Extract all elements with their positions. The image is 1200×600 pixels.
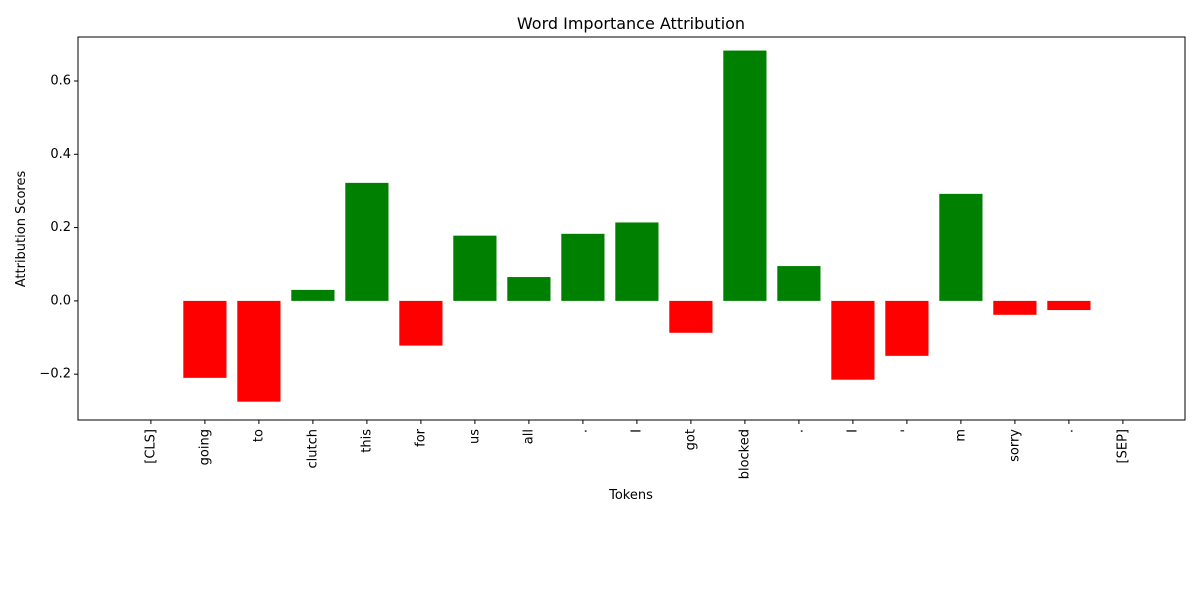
bar-11 bbox=[723, 50, 767, 301]
bar-4 bbox=[345, 182, 389, 301]
x-tick-label-17: . bbox=[1061, 429, 1076, 433]
x-tick-label-10: got bbox=[683, 429, 698, 450]
x-tick-label-5: for bbox=[413, 428, 428, 447]
x-tick-label-3: clutch bbox=[305, 429, 320, 468]
bar-2 bbox=[237, 300, 281, 402]
y-axis-ticks: −0.2 0.0 0.2 0.4 0.6 bbox=[39, 73, 78, 382]
bars-group bbox=[183, 50, 1091, 402]
bar-14 bbox=[885, 300, 929, 356]
y-axis-label: Attribution Scores bbox=[14, 171, 29, 288]
y-tick-label-0: −0.2 bbox=[39, 367, 71, 382]
x-tick-label-9: I bbox=[629, 429, 644, 433]
plot-frame bbox=[77, 36, 1186, 421]
x-tick-label-0: [CLS] bbox=[143, 429, 158, 464]
y-tick-label-3: 0.4 bbox=[50, 147, 71, 162]
bar-16 bbox=[993, 300, 1037, 315]
bar-5 bbox=[399, 300, 443, 346]
bar-1 bbox=[183, 300, 227, 378]
y-tick-label-1: 0.0 bbox=[50, 293, 71, 308]
bar-6 bbox=[453, 235, 497, 301]
x-tick-label-16: sorry bbox=[1007, 429, 1022, 462]
x-axis-label: Tokens bbox=[608, 488, 653, 503]
bar-17 bbox=[1047, 300, 1091, 311]
x-tick-label-15: m bbox=[953, 429, 968, 442]
bar-9 bbox=[615, 222, 659, 301]
chart-title: Word Importance Attribution bbox=[517, 14, 745, 33]
bar-15 bbox=[939, 193, 983, 301]
x-tick-label-4: this bbox=[359, 429, 374, 453]
bar-10 bbox=[669, 300, 713, 333]
bar-3 bbox=[291, 289, 335, 301]
x-tick-label-14: ' bbox=[899, 429, 914, 433]
bar-13 bbox=[831, 300, 875, 380]
x-tick-label-12: . bbox=[791, 429, 806, 433]
x-tick-label-7: all bbox=[521, 429, 536, 444]
bar-7 bbox=[507, 277, 551, 301]
x-tick-label-6: us bbox=[467, 429, 482, 444]
x-tick-label-8: . bbox=[575, 429, 590, 433]
x-tick-label-1: going bbox=[197, 429, 212, 465]
x-tick-label-11: blocked bbox=[737, 429, 752, 479]
x-tick-label-13: I bbox=[845, 429, 860, 433]
y-tick-label-2: 0.2 bbox=[50, 220, 71, 235]
bar-12 bbox=[777, 266, 821, 301]
x-tick-label-18: [SEP] bbox=[1115, 429, 1130, 463]
y-tick-label-4: 0.6 bbox=[50, 73, 71, 88]
bar-8 bbox=[561, 233, 605, 301]
x-tick-label-2: to bbox=[251, 429, 266, 442]
